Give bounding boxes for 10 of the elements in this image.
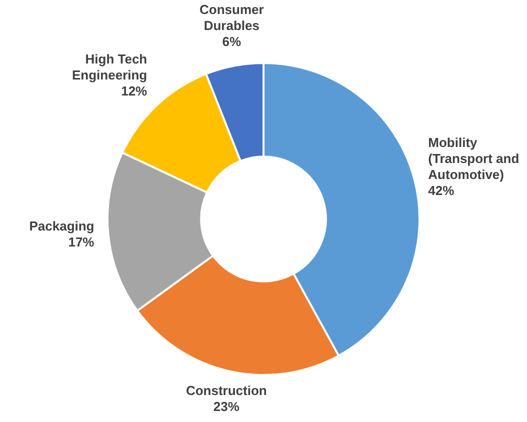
- data-label: 23%: [213, 398, 240, 414]
- data-label: 17%: [68, 234, 95, 250]
- data-label: 6%: [222, 34, 242, 50]
- slice-label: Mobility (Transport and Automotive): [428, 134, 520, 182]
- slice-label: High Tech Engineering: [72, 52, 148, 83]
- data-label: 42%: [428, 182, 455, 198]
- data-label: 12%: [121, 84, 148, 99]
- slice-label: Consumer Durables: [199, 2, 264, 34]
- slice-label: Construction: [186, 382, 267, 398]
- slice-label: Packaging: [29, 218, 94, 234]
